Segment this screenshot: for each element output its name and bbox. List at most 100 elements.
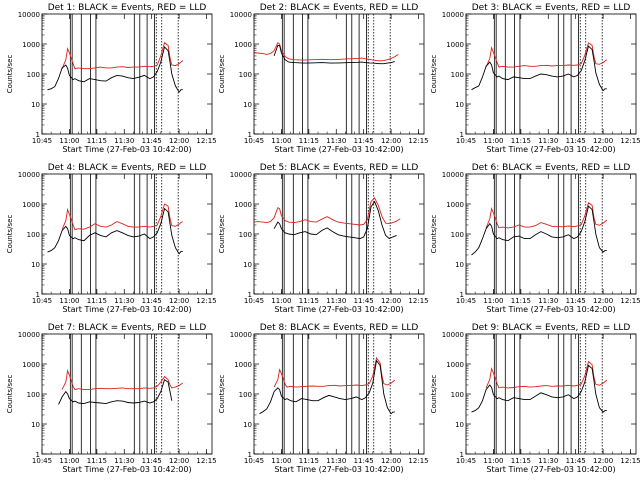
- y-tick-label: 1: [248, 451, 252, 459]
- lld-series-line: [485, 42, 608, 68]
- y-tick-label: 1: [248, 291, 252, 299]
- x-tick-label: 10:45: [244, 457, 264, 465]
- x-tick-label: 12:00: [169, 457, 189, 465]
- panel-1: Det 1: BLACK = Events, RED = LLD 1 10 100 10…: [6, 3, 217, 154]
- lld-series-line: [61, 203, 184, 231]
- x-tick-label: 11:00: [271, 297, 291, 305]
- y-axis-label: Counts/sec: [6, 215, 14, 254]
- x-tick-label: 11:30: [114, 137, 134, 145]
- y-tick-label: 10: [31, 421, 40, 429]
- panel-2: Det 2: BLACK = Events, RED = LLD 1 10 100 10…: [218, 3, 429, 154]
- y-tick-label: 10: [243, 261, 252, 269]
- x-tick-label: 11:00: [483, 297, 503, 305]
- y-tick-label: 10000: [18, 11, 40, 19]
- y-tick-label: 100: [451, 391, 464, 399]
- x-tick-label: 12:00: [381, 457, 401, 465]
- panel-title: Det 3: BLACK = Events, RED = LLD: [472, 3, 631, 13]
- y-tick-label: 10000: [230, 171, 252, 179]
- y-tick-label: 10000: [18, 331, 40, 339]
- x-tick-label: 12:15: [196, 137, 216, 145]
- y-axis-label: Counts/sec: [6, 375, 14, 414]
- y-tick-label: 1000: [234, 201, 252, 209]
- x-tick-label: 11:45: [354, 137, 374, 145]
- x-tick-label: 10:45: [32, 297, 52, 305]
- x-tick-label: 11:30: [538, 457, 558, 465]
- panel-title: Det 4: BLACK = Events, RED = LLD: [48, 163, 207, 173]
- y-tick-label: 1000: [22, 41, 40, 49]
- x-tick-label: 11:30: [326, 457, 346, 465]
- lld-series-line: [485, 202, 608, 229]
- panel-6: Det 6: BLACK = Events, RED = LLD 1 10 100 10…: [430, 163, 640, 314]
- y-tick-label: 1000: [446, 41, 464, 49]
- x-tick-label: 11:00: [59, 297, 79, 305]
- events-series-line: [47, 45, 183, 93]
- x-tick-label: 12:15: [408, 457, 428, 465]
- x-tick-label: 12:00: [169, 297, 189, 305]
- y-tick-label: 100: [27, 71, 40, 79]
- y-tick-label: 100: [27, 231, 40, 239]
- x-tick-label: 12:00: [169, 137, 189, 145]
- x-tick-label: 11:00: [59, 137, 79, 145]
- y-tick-label: 1: [36, 451, 40, 459]
- panel-title: Det 1: BLACK = Events, RED = LLD: [48, 3, 207, 13]
- x-tick-label: 12:15: [620, 297, 640, 305]
- x-tick-label: 11:00: [483, 457, 503, 465]
- x-tick-label: 12:15: [408, 137, 428, 145]
- events-series-line: [273, 200, 397, 240]
- plot-frame: [465, 13, 637, 135]
- y-tick-label: 10: [31, 101, 40, 109]
- x-tick-label: 12:00: [381, 137, 401, 145]
- plot-frame: [41, 13, 213, 135]
- x-tick-label: 11:15: [511, 297, 531, 305]
- lld-series-line: [253, 42, 399, 62]
- y-tick-label: 100: [239, 231, 252, 239]
- x-axis-label: Start Time (27-Feb-03 10:42:00): [486, 305, 615, 314]
- y-axis-label: Counts/sec: [430, 55, 438, 94]
- y-tick-label: 1: [460, 131, 464, 139]
- plot-frame: [465, 333, 637, 455]
- x-tick-label: 11:00: [59, 457, 79, 465]
- x-tick-label: 11:30: [326, 297, 346, 305]
- y-tick-label: 10000: [230, 331, 252, 339]
- y-tick-label: 10: [455, 101, 464, 109]
- x-tick-label: 10:45: [456, 297, 476, 305]
- y-tick-label: 100: [27, 391, 40, 399]
- x-axis-label: Start Time (27-Feb-03 10:42:00): [274, 465, 403, 474]
- panel-9: Det 9: BLACK = Events, RED = LLD 1 10 100 10…: [430, 323, 640, 474]
- x-tick-label: 11:00: [483, 137, 503, 145]
- x-tick-label: 11:30: [538, 137, 558, 145]
- events-series-line: [47, 207, 183, 255]
- y-tick-label: 10000: [18, 171, 40, 179]
- x-tick-label: 11:45: [354, 457, 374, 465]
- events-series-line: [259, 359, 395, 415]
- x-tick-label: 11:15: [511, 457, 531, 465]
- lld-series-line: [253, 197, 401, 226]
- y-tick-label: 1000: [446, 361, 464, 369]
- panel-title: Det 8: BLACK = Events, RED = LLD: [260, 323, 419, 333]
- panel-8: Det 8: BLACK = Events, RED = LLD 1 10 100 10…: [218, 323, 429, 474]
- x-tick-label: 11:45: [142, 457, 162, 465]
- events-series-line: [471, 364, 607, 413]
- y-tick-label: 10: [31, 261, 40, 269]
- x-tick-label: 11:45: [142, 297, 162, 305]
- x-axis-label: Start Time (27-Feb-03 10:42:00): [486, 145, 615, 154]
- y-tick-label: 100: [451, 231, 464, 239]
- y-tick-label: 1: [460, 451, 464, 459]
- x-tick-label: 11:45: [354, 297, 374, 305]
- plot-frame: [253, 333, 425, 455]
- panel-5: Det 5: BLACK = Events, RED = LLD 1 10 100 10…: [218, 163, 429, 314]
- y-tick-label: 1000: [22, 361, 40, 369]
- y-axis-label: Counts/sec: [430, 215, 438, 254]
- panel-7: Det 7: BLACK = Events, RED = LLD 1 10 100 10…: [6, 323, 217, 474]
- panel-title: Det 9: BLACK = Events, RED = LLD: [472, 323, 631, 333]
- x-tick-label: 12:15: [408, 297, 428, 305]
- y-tick-label: 100: [239, 71, 252, 79]
- x-tick-label: 12:15: [196, 457, 216, 465]
- x-tick-label: 10:45: [456, 457, 476, 465]
- events-series-line: [273, 44, 395, 65]
- x-tick-label: 12:00: [593, 457, 613, 465]
- y-tick-label: 10: [243, 101, 252, 109]
- y-axis-label: Counts/sec: [218, 375, 226, 414]
- x-tick-label: 11:45: [566, 457, 586, 465]
- plot-frame: [41, 173, 213, 295]
